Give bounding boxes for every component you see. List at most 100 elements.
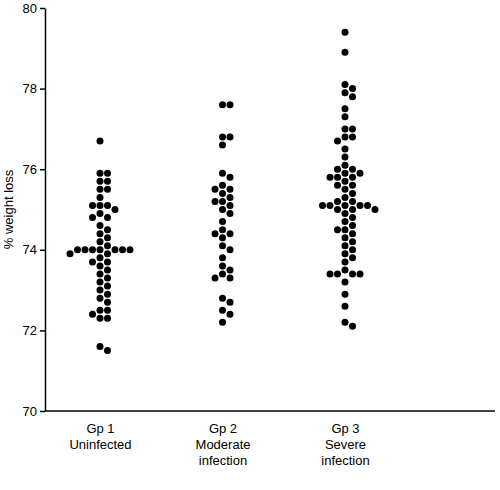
data-point xyxy=(227,266,234,273)
data-point xyxy=(219,190,226,197)
data-point xyxy=(364,202,371,209)
x-tick-label-line: Gp 2 xyxy=(209,421,237,436)
y-tick-label: 74 xyxy=(23,242,37,257)
data-point xyxy=(349,246,356,253)
y-tick: 78 xyxy=(23,81,45,96)
data-point xyxy=(212,186,219,193)
data-point xyxy=(349,238,356,245)
data-point xyxy=(89,202,96,209)
data-point xyxy=(97,186,104,193)
data-point xyxy=(349,323,356,330)
data-point xyxy=(97,254,104,261)
data-point xyxy=(97,295,104,302)
data-point xyxy=(119,246,126,253)
data-point xyxy=(342,194,349,201)
data-point xyxy=(104,214,111,221)
data-point xyxy=(74,246,81,253)
data-point xyxy=(342,29,349,36)
data-point xyxy=(97,194,104,201)
data-point xyxy=(342,218,349,225)
data-point xyxy=(212,230,219,237)
y-tick-mark xyxy=(40,169,45,171)
data-point xyxy=(219,307,226,314)
data-point xyxy=(97,307,104,314)
y-axis-line xyxy=(45,9,47,412)
x-tick-label: Gp 3Severeinfection xyxy=(321,421,369,468)
data-point xyxy=(104,226,111,233)
data-point xyxy=(219,242,226,249)
data-point xyxy=(97,202,104,209)
data-point xyxy=(334,226,341,233)
data-point xyxy=(334,182,341,189)
data-point xyxy=(219,198,226,205)
data-point xyxy=(349,125,356,132)
data-point xyxy=(349,182,356,189)
data-point xyxy=(212,198,219,205)
data-point xyxy=(342,266,349,273)
data-point xyxy=(112,246,119,253)
data-point xyxy=(219,133,226,140)
data-point xyxy=(97,178,104,185)
data-point xyxy=(112,206,119,213)
data-point xyxy=(104,283,111,290)
data-point xyxy=(342,178,349,185)
data-point xyxy=(349,166,356,173)
data-point xyxy=(342,89,349,96)
data-point xyxy=(349,206,356,213)
x-axis-line xyxy=(45,410,495,412)
data-point xyxy=(342,279,349,286)
data-point xyxy=(227,194,234,201)
x-tick-label-line: Moderate xyxy=(196,437,251,452)
y-tick: 72 xyxy=(23,323,45,338)
data-point xyxy=(349,93,356,100)
data-point xyxy=(104,299,111,306)
x-tick-label: Gp 2Moderateinfection xyxy=(196,421,251,468)
data-point xyxy=(127,246,134,253)
data-point xyxy=(342,154,349,161)
data-point xyxy=(349,222,356,229)
data-point xyxy=(349,254,356,261)
data-point xyxy=(349,85,356,92)
data-point xyxy=(342,202,349,209)
data-point xyxy=(97,222,104,229)
data-point xyxy=(219,142,226,149)
data-point xyxy=(342,242,349,249)
data-point xyxy=(319,202,326,209)
data-point xyxy=(104,178,111,185)
y-tick: 76 xyxy=(23,162,45,177)
data-point xyxy=(104,186,111,193)
data-point xyxy=(334,206,341,213)
y-tick-mark xyxy=(40,330,45,332)
data-point xyxy=(357,202,364,209)
y-tick: 80 xyxy=(23,1,45,16)
data-point xyxy=(327,270,334,277)
data-point xyxy=(357,270,364,277)
data-point xyxy=(67,250,74,257)
data-point xyxy=(334,137,341,144)
y-tick-label: 80 xyxy=(23,1,37,16)
data-point xyxy=(334,198,341,205)
data-point xyxy=(334,270,341,277)
data-point xyxy=(104,170,111,177)
data-point xyxy=(349,198,356,205)
data-point xyxy=(97,262,104,269)
data-point xyxy=(97,238,104,245)
data-point xyxy=(104,307,111,314)
data-point xyxy=(342,319,349,326)
data-point xyxy=(227,311,234,318)
data-point xyxy=(219,101,226,108)
y-tick-label: 78 xyxy=(23,81,37,96)
data-point xyxy=(342,146,349,153)
data-point xyxy=(342,105,349,112)
data-point xyxy=(97,287,104,294)
data-point xyxy=(219,206,226,213)
x-tick: Gp 1Uninfected xyxy=(69,411,131,452)
data-point xyxy=(227,186,234,193)
data-point xyxy=(97,279,104,286)
data-point xyxy=(349,133,356,140)
data-point xyxy=(349,270,356,277)
data-point xyxy=(97,315,104,322)
data-point xyxy=(357,170,364,177)
data-point xyxy=(342,81,349,88)
x-tick-label-line: Gp 1 xyxy=(86,421,114,436)
